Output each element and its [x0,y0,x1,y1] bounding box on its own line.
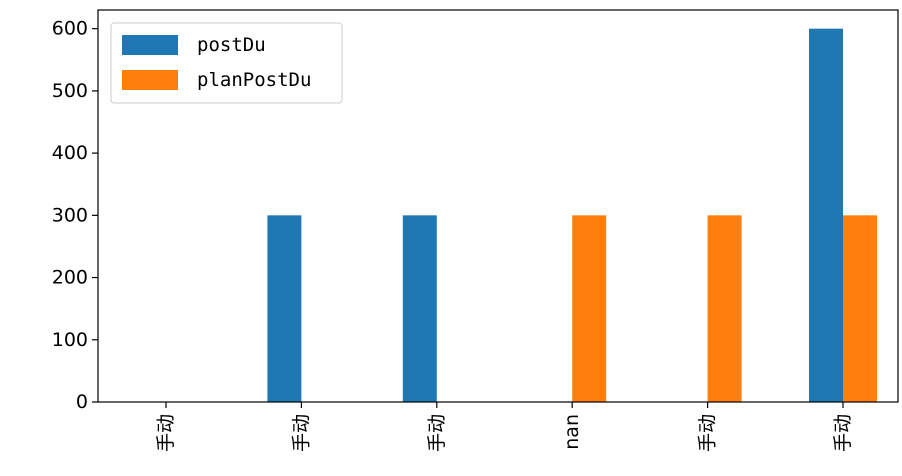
y-tick-label-1: 100 [52,329,88,351]
x-tick-label-5: 手动 [832,414,854,452]
x-tick-label-2: 手动 [426,414,448,452]
legend-label-planPostDu: planPostDu [197,69,311,91]
y-tick-label-5: 500 [52,80,88,102]
x-tick-label-3: nan [561,414,583,450]
bar-postDu-2 [402,215,437,402]
x-tick-label-0: 手动 [155,414,177,452]
x-axis: 手动 手动 手动 nan 手动 手动 [155,402,854,452]
y-tick-label-0: 0 [76,391,88,413]
y-tick-label-2: 200 [52,267,88,289]
legend: postDu planPostDu [110,22,343,104]
y-tick-label-6: 600 [52,18,88,40]
y-tick-label-4: 400 [52,142,88,164]
legend-swatch-postDu [122,35,178,55]
legend-label-postDu: postDu [197,34,266,56]
bar-planPostDu-3 [572,215,607,402]
bar-planPostDu-4 [707,215,742,402]
bar-planPostDu-5 [843,215,877,402]
x-tick-label-4: 手动 [697,414,719,452]
x-tick-label-1: 手动 [290,414,312,452]
bars-layer [267,28,877,403]
y-tick-label-3: 300 [52,204,88,226]
plot-frame [97,9,899,403]
bar-postDu-1 [267,215,302,402]
y-axis: 0 100 200 300 400 500 600 [52,18,98,413]
bar-postDu-5 [809,28,843,403]
legend-swatch-planPostDu [122,70,178,90]
